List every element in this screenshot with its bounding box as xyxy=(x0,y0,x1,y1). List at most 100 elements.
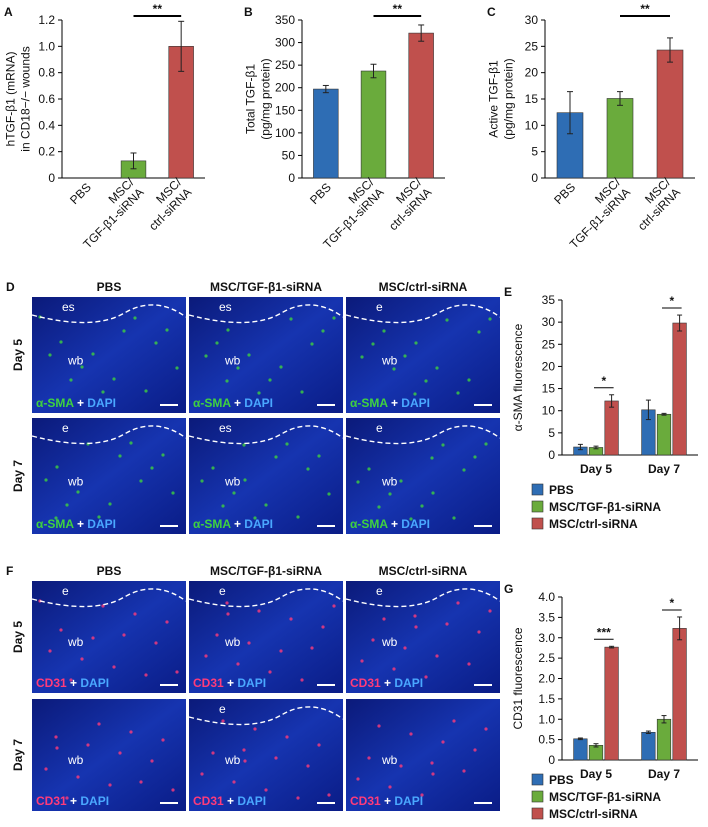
stain-speck xyxy=(144,673,148,677)
stain-speck xyxy=(211,751,215,755)
stain-speck xyxy=(403,354,407,358)
stain-speck xyxy=(300,390,304,394)
stain-speck xyxy=(430,761,434,765)
y-tick-label: 0.4 xyxy=(38,118,55,132)
stain-part: DAPI xyxy=(244,396,273,410)
stain-speck xyxy=(332,316,336,320)
stain-part: DAPI xyxy=(237,794,266,808)
stain-speck xyxy=(484,727,488,731)
region-label: e xyxy=(219,584,226,598)
micrograph xyxy=(346,297,500,413)
bar xyxy=(408,32,434,179)
region-label: wb xyxy=(67,753,84,767)
stain-speck xyxy=(129,730,133,734)
legend-swatch xyxy=(531,500,544,513)
stain-speck xyxy=(327,793,331,797)
stain-speck xyxy=(65,796,69,800)
stain-speck xyxy=(59,340,63,344)
stain-speck xyxy=(55,746,59,750)
panel-letter: A xyxy=(4,5,13,19)
stain-speck xyxy=(477,330,481,334)
bar xyxy=(573,738,588,761)
column-title: MSC/ctrl-siRNA xyxy=(379,280,468,294)
stain-speck xyxy=(144,389,148,393)
y-tick-label: 200 xyxy=(275,81,295,95)
y-tick-label: 50 xyxy=(282,148,296,162)
legend-swatch xyxy=(531,807,544,820)
stain-speck xyxy=(264,503,268,507)
wound-edge xyxy=(31,588,187,608)
region-label: es xyxy=(219,300,232,314)
wound-edge xyxy=(188,706,344,726)
stain-speck xyxy=(435,654,439,658)
region-label: e xyxy=(376,584,383,598)
stain-speck xyxy=(296,796,300,800)
stain-speck xyxy=(243,478,247,482)
stain-speck xyxy=(268,670,272,674)
y-tick-label: 20 xyxy=(542,359,556,373)
wound-edge xyxy=(345,425,501,445)
stain-part: DAPI xyxy=(401,517,430,531)
significance-label: *** xyxy=(597,625,611,639)
stain-speck xyxy=(377,724,381,728)
stain-speck xyxy=(211,466,215,470)
y-tick-label: 4.0 xyxy=(538,590,555,604)
stain-label: α-SMA + DAPI xyxy=(350,517,430,531)
region-label: wb xyxy=(381,474,398,488)
stain-part: + xyxy=(77,517,84,531)
bar xyxy=(604,646,619,761)
micrograph xyxy=(189,297,343,413)
stain-speck xyxy=(215,633,219,637)
wound-edge xyxy=(31,425,187,445)
stain-speck xyxy=(108,502,112,506)
stain-part: DAPI xyxy=(394,676,423,690)
legend-label: PBS xyxy=(549,483,574,497)
panel-letter: D xyxy=(6,280,15,294)
region-label: e xyxy=(376,421,383,435)
bar xyxy=(604,400,619,456)
micrograph xyxy=(32,418,186,534)
stain-speck xyxy=(392,367,396,371)
micrograph xyxy=(346,418,500,534)
region-label: e xyxy=(62,584,69,598)
stain-label: CD31 + DAPI xyxy=(193,676,266,690)
stain-speck xyxy=(306,467,310,471)
stain-part: + xyxy=(234,517,241,531)
stain-speck xyxy=(161,453,165,457)
panel-letter: F xyxy=(6,564,13,578)
stain-part: + xyxy=(391,517,398,531)
stain-part: α-SMA xyxy=(193,517,231,531)
wound-edge xyxy=(31,304,187,324)
x-tick-label: Day 5 xyxy=(580,462,612,476)
stain-speck xyxy=(221,719,225,723)
row-label: Day 5 xyxy=(11,621,25,653)
y-tick-label: 10 xyxy=(542,404,556,418)
legend-label: MSC/ctrl-siRNA xyxy=(549,807,638,821)
stain-speck xyxy=(274,455,278,459)
stain-speck xyxy=(139,780,143,784)
column-title: PBS xyxy=(97,564,122,578)
column-title: PBS xyxy=(97,280,122,294)
stain-speck xyxy=(488,609,492,613)
region-label: wb xyxy=(67,474,84,488)
stain-speck xyxy=(80,365,84,369)
stain-part: + xyxy=(384,676,391,690)
stain-speck xyxy=(242,748,246,752)
legend-swatch xyxy=(531,483,544,496)
stain-speck xyxy=(165,328,169,332)
stain-speck xyxy=(430,456,434,460)
significance-label: ** xyxy=(640,2,650,16)
stain-speck xyxy=(91,636,95,640)
stain-speck xyxy=(139,479,143,483)
stain-speck xyxy=(321,329,325,333)
region-label: wb xyxy=(381,353,398,367)
column-title: MSC/TGF-β1-siRNA xyxy=(210,280,322,294)
stain-speck xyxy=(232,780,236,784)
stain-speck xyxy=(257,609,261,613)
stain-speck xyxy=(86,743,90,747)
stain-speck xyxy=(54,516,58,520)
stain-speck xyxy=(409,517,413,521)
y-tick-label: 25 xyxy=(525,39,539,53)
x-tick-label: MSC/ctrl-siRNA xyxy=(625,175,683,233)
y-tick-label: 15 xyxy=(525,92,539,106)
